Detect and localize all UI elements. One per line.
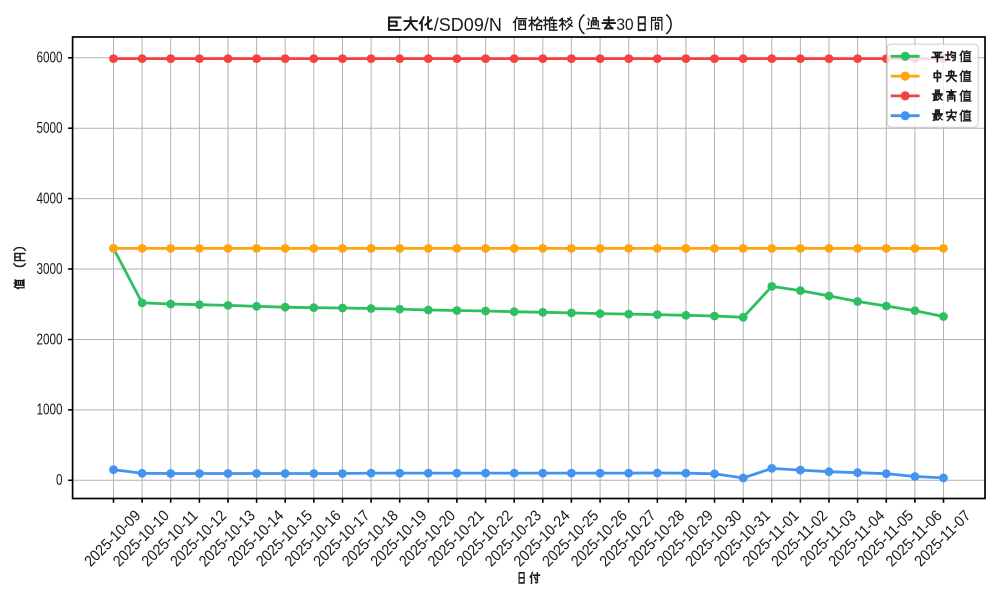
svg-text:30: 30 (616, 16, 634, 34)
svg-text:3000: 3000 (37, 261, 63, 278)
svg-text:5000: 5000 (37, 120, 63, 137)
svg-text:2000: 2000 (37, 331, 63, 348)
svg-text:4000: 4000 (37, 190, 63, 207)
svg-text:1000: 1000 (37, 402, 63, 419)
svg-text:0: 0 (56, 472, 63, 489)
svg-text:6000: 6000 (37, 50, 63, 67)
svg-text:/SD09/N: /SD09/N (434, 15, 502, 35)
